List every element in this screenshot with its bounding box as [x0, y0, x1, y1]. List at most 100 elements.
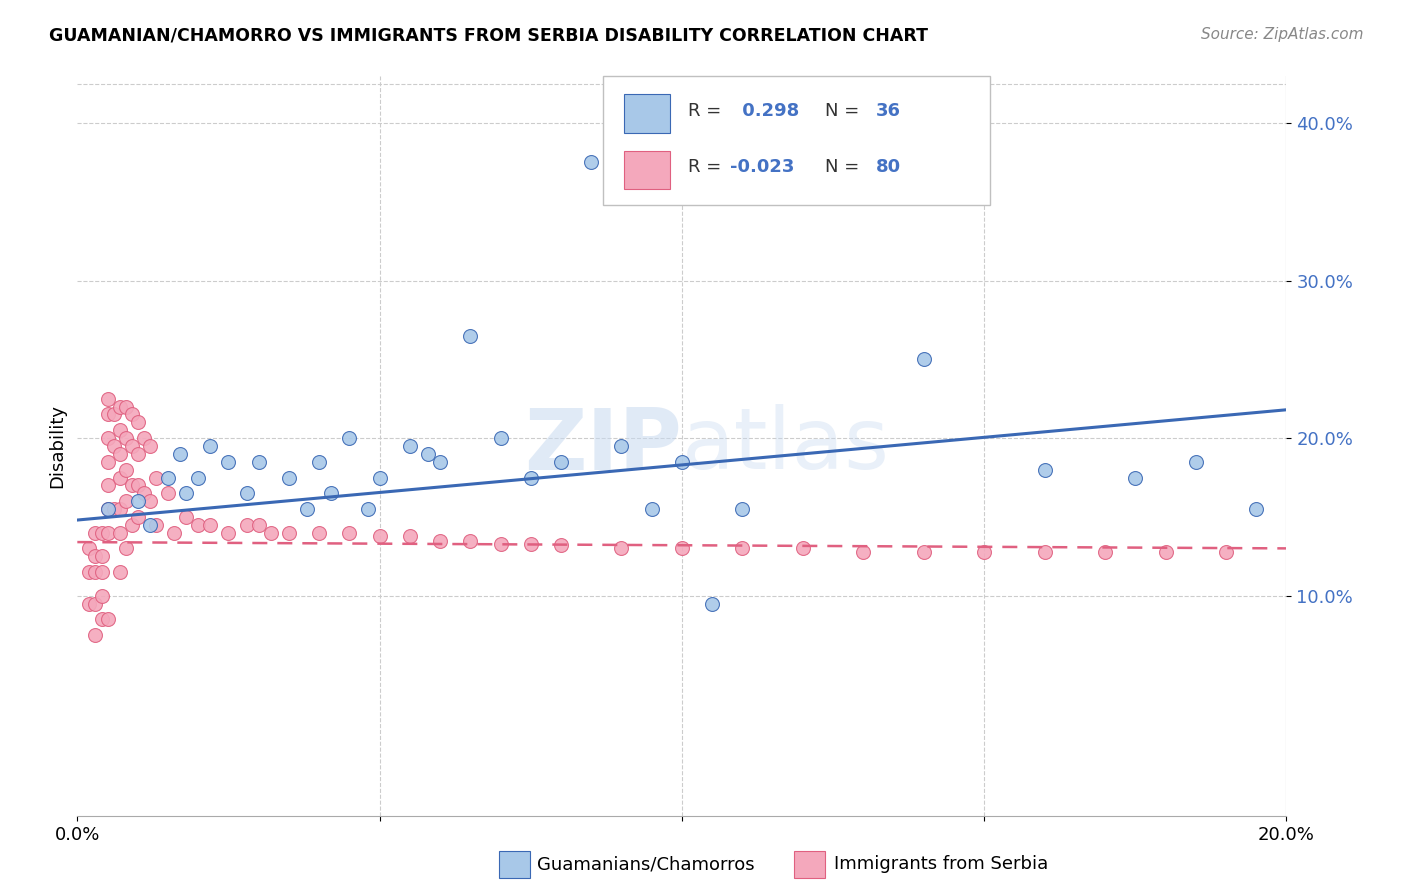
Point: [96, 612, 118, 626]
Point: [96, 408, 118, 422]
Text: Immigrants from Serbia: Immigrants from Serbia: [834, 855, 1047, 873]
Point: [127, 509, 149, 524]
Point: [84, 549, 107, 564]
Point: [108, 525, 131, 540]
Point: [429, 533, 451, 548]
Point: [1033, 544, 1056, 558]
Point: [108, 423, 131, 437]
Point: [337, 431, 360, 445]
Point: [550, 538, 572, 552]
Point: [108, 502, 131, 516]
Point: [702, 597, 724, 611]
Point: [96, 502, 118, 516]
Point: [84, 525, 107, 540]
Point: [90, 565, 112, 579]
Point: [163, 525, 186, 540]
Point: [278, 470, 301, 484]
Point: [308, 525, 330, 540]
Point: [295, 502, 318, 516]
Point: [671, 541, 693, 556]
Point: [174, 509, 197, 524]
Point: [84, 597, 107, 611]
Point: [103, 439, 125, 453]
Point: [96, 502, 118, 516]
Point: [912, 352, 935, 367]
Point: [1184, 455, 1206, 469]
Point: [399, 439, 422, 453]
Text: -0.023: -0.023: [730, 158, 794, 176]
Point: [429, 455, 451, 469]
Point: [337, 525, 360, 540]
Point: [79, 597, 101, 611]
Point: [169, 447, 191, 461]
Point: [132, 486, 155, 500]
Point: [96, 431, 118, 445]
Point: [581, 155, 603, 169]
Point: [157, 486, 180, 500]
Text: atlas: atlas: [682, 404, 890, 488]
Point: [247, 517, 270, 532]
Point: [356, 502, 378, 516]
Text: 80: 80: [876, 158, 900, 176]
Point: [114, 494, 136, 508]
Point: [145, 517, 167, 532]
Point: [121, 439, 143, 453]
Point: [174, 486, 197, 500]
Point: [79, 565, 101, 579]
Point: [114, 541, 136, 556]
Point: [368, 470, 391, 484]
Point: [247, 455, 270, 469]
Point: [1094, 544, 1116, 558]
Point: [96, 392, 118, 406]
Point: [308, 455, 330, 469]
Text: 0.298: 0.298: [737, 102, 800, 120]
Point: [641, 502, 664, 516]
Point: [139, 517, 162, 532]
Point: [973, 544, 995, 558]
Point: [671, 455, 693, 469]
Point: [187, 517, 209, 532]
FancyBboxPatch shape: [603, 76, 990, 205]
Text: R =: R =: [688, 102, 727, 120]
Point: [79, 541, 101, 556]
Point: [84, 628, 107, 642]
Point: [792, 541, 814, 556]
Point: [103, 502, 125, 516]
Point: [139, 494, 162, 508]
Point: [610, 439, 633, 453]
Point: [489, 431, 512, 445]
Text: ZIP: ZIP: [524, 404, 682, 488]
Point: [550, 455, 572, 469]
Y-axis label: Disability: Disability: [48, 404, 66, 488]
Point: [399, 529, 422, 543]
Point: [260, 525, 283, 540]
Point: [114, 462, 136, 476]
Point: [520, 536, 543, 550]
Point: [218, 525, 240, 540]
Point: [218, 455, 240, 469]
Point: [187, 470, 209, 484]
Point: [321, 486, 343, 500]
Point: [121, 408, 143, 422]
Point: [121, 478, 143, 492]
Point: [139, 439, 162, 453]
Point: [489, 536, 512, 550]
Point: [127, 447, 149, 461]
Point: [96, 525, 118, 540]
Point: [157, 470, 180, 484]
Point: [103, 408, 125, 422]
Point: [127, 416, 149, 430]
Text: 36: 36: [876, 102, 900, 120]
Text: GUAMANIAN/CHAMORRO VS IMMIGRANTS FROM SERBIA DISABILITY CORRELATION CHART: GUAMANIAN/CHAMORRO VS IMMIGRANTS FROM SE…: [49, 27, 928, 45]
Text: R =: R =: [688, 158, 727, 176]
Point: [90, 589, 112, 603]
Point: [1246, 502, 1268, 516]
Point: [235, 517, 257, 532]
Point: [520, 470, 543, 484]
Point: [458, 328, 481, 343]
Point: [200, 439, 222, 453]
Text: N =: N =: [824, 158, 865, 176]
Point: [416, 447, 439, 461]
Text: Guamanians/Chamorros: Guamanians/Chamorros: [537, 855, 755, 873]
Point: [84, 565, 107, 579]
